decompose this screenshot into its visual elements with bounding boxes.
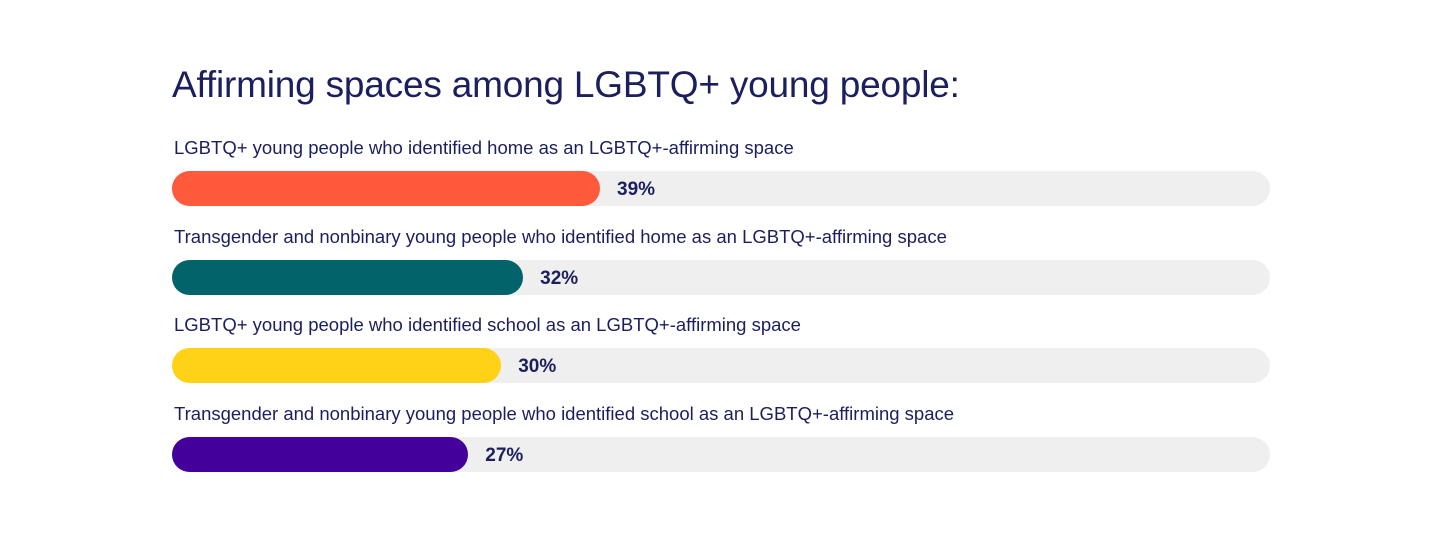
bar-track [172,348,1270,383]
bar-category-label: LGBTQ+ young people who identified schoo… [174,314,801,335]
bar-track [172,436,1270,472]
chart-title: Affirming spaces among LGBTQ+ young peop… [172,64,960,105]
bar-category-label: LGBTQ+ young people who identified home … [174,137,794,158]
bar-track [172,259,1270,295]
bar-row: LGBTQ+ young people who identified schoo… [172,314,1270,394]
bar-row: Transgender and nonbinary young people w… [172,403,1270,483]
bar-row: Transgender and nonbinary young people w… [172,226,1270,306]
bar-row: LGBTQ+ young people who identified home … [172,137,1270,217]
bar-fill [172,436,469,472]
bar-value-label: 32% [540,267,579,289]
bar-category-label: Transgender and nonbinary young people w… [174,402,955,424]
bar-value-label: 27% [485,444,524,466]
bar-fill [172,171,600,206]
bar-category-label: Transgender and nonbinary young people w… [174,225,947,247]
bar-value-label: 39% [617,179,656,200]
bar-value-label: 30% [518,356,557,377]
bar-fill [172,348,502,383]
bar-track [172,171,1270,206]
bar-fill [172,259,524,295]
